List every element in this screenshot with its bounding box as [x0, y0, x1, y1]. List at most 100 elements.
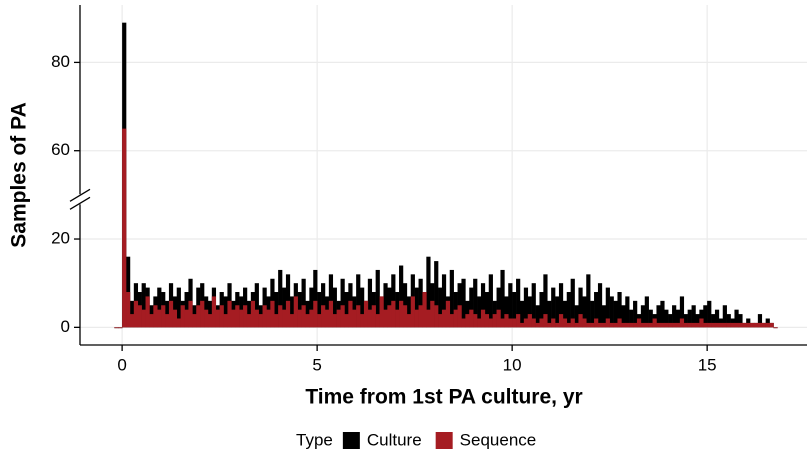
bar: [309, 287, 314, 328]
bar: [438, 287, 443, 328]
bar: [523, 318, 529, 328]
bar: [590, 300, 595, 328]
bar: [176, 287, 181, 328]
bar: [734, 322, 739, 328]
bar: [328, 300, 334, 328]
bar: [656, 322, 661, 328]
bar: [157, 309, 162, 328]
bar: [652, 318, 657, 328]
axis-break: [69, 188, 91, 202]
bar: [422, 292, 427, 328]
bar: [551, 287, 556, 328]
x-axis-label: Time from 1st PA culture, yr: [305, 386, 582, 409]
bar: [687, 309, 692, 328]
bar: [757, 322, 763, 328]
bar: [512, 318, 517, 328]
bar: [258, 314, 263, 328]
bar: [527, 314, 532, 328]
bar: [129, 314, 135, 328]
x-tick-label: 15: [698, 355, 717, 374]
bar: [262, 305, 267, 328]
bar: [539, 318, 544, 328]
bar: [672, 322, 677, 328]
bar: [168, 300, 174, 328]
bar: [297, 309, 302, 328]
bar: [711, 314, 716, 328]
bar: [219, 305, 224, 328]
bar: [675, 309, 681, 328]
bar: [149, 314, 154, 328]
bar: [356, 305, 361, 328]
bar: [679, 318, 685, 328]
bar: [243, 305, 248, 328]
bar: [488, 318, 493, 328]
y-tick-label: 60: [51, 140, 70, 159]
bar: [625, 296, 630, 328]
bar: [340, 305, 345, 328]
bar: [469, 309, 474, 328]
bar: [270, 300, 275, 328]
legend-label: Culture: [367, 430, 422, 449]
legend-swatch: [435, 432, 453, 449]
bar: [718, 322, 724, 328]
bar: [516, 278, 521, 328]
bar: [519, 322, 525, 328]
bar: [566, 292, 571, 328]
bar: [449, 269, 454, 328]
bar: [165, 314, 170, 328]
bar: [324, 309, 330, 328]
bar: [313, 300, 318, 328]
bar: [636, 318, 642, 328]
bar: [605, 287, 610, 328]
bar: [278, 305, 283, 328]
bar: [285, 300, 291, 328]
bar: [695, 322, 700, 328]
bar: [519, 300, 525, 328]
bar: [200, 300, 205, 328]
bar: [757, 314, 763, 328]
bar: [590, 322, 595, 328]
bar: [383, 283, 388, 328]
bar: [508, 318, 513, 328]
bar: [215, 309, 220, 328]
bar: [738, 314, 743, 328]
bar: [336, 309, 341, 328]
bar: [266, 309, 271, 328]
bar: [500, 318, 505, 328]
bar: [309, 309, 314, 328]
bar: [761, 322, 766, 328]
bar: [742, 322, 747, 328]
bar: [340, 278, 345, 328]
bar: [426, 309, 431, 328]
bar: [531, 318, 536, 328]
bar: [254, 309, 259, 328]
bar: [282, 287, 287, 328]
bar: [317, 292, 322, 328]
bar: [360, 287, 365, 328]
bar: [484, 314, 490, 328]
bar: [605, 318, 610, 328]
bar: [555, 296, 560, 328]
bar: [344, 292, 349, 328]
bar: [613, 322, 618, 328]
bar: [461, 318, 466, 328]
bar: [601, 305, 607, 328]
bar: [137, 305, 142, 328]
bar: [644, 296, 649, 328]
bar: [371, 305, 376, 328]
bar: [176, 318, 181, 328]
bar: [375, 269, 380, 328]
bar: [465, 300, 470, 328]
bar: [254, 283, 259, 328]
bar: [480, 283, 486, 328]
bar: [621, 305, 626, 328]
bar: [714, 322, 720, 328]
bar: [196, 305, 201, 328]
bar: [418, 305, 423, 328]
bar: [211, 296, 217, 328]
bar: [664, 322, 669, 328]
bar: [492, 300, 497, 328]
bar: [441, 309, 447, 328]
bar: [141, 283, 146, 328]
bar: [523, 287, 529, 328]
